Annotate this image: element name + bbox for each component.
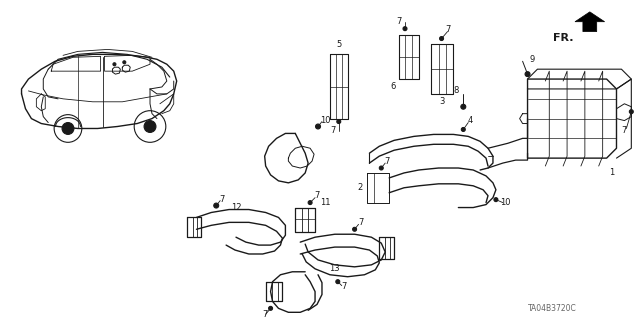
Text: 7: 7 [385, 157, 390, 166]
Text: 2: 2 [357, 183, 362, 192]
Polygon shape [575, 12, 605, 32]
Text: 1: 1 [609, 168, 614, 177]
Circle shape [62, 122, 74, 134]
Text: FR.: FR. [552, 33, 573, 42]
Text: 12: 12 [231, 203, 241, 212]
Circle shape [440, 37, 444, 41]
Circle shape [336, 280, 340, 284]
Circle shape [525, 72, 530, 77]
Circle shape [123, 61, 126, 64]
Text: 7: 7 [314, 191, 320, 200]
Circle shape [308, 201, 312, 204]
Circle shape [461, 104, 466, 109]
Text: 10: 10 [500, 198, 511, 207]
Circle shape [353, 227, 356, 231]
Circle shape [113, 63, 116, 66]
Circle shape [461, 128, 465, 131]
Text: 7: 7 [445, 25, 450, 34]
Text: 3: 3 [439, 97, 444, 106]
Text: 6: 6 [390, 83, 396, 92]
Text: 4: 4 [468, 116, 473, 125]
Text: 8: 8 [454, 86, 459, 95]
Circle shape [144, 121, 156, 132]
Circle shape [269, 306, 273, 310]
Circle shape [380, 166, 383, 170]
Text: 5: 5 [336, 40, 341, 49]
Circle shape [337, 120, 340, 123]
Text: 7: 7 [220, 195, 225, 204]
Text: 9: 9 [530, 55, 535, 64]
Text: 7: 7 [396, 17, 402, 26]
Text: 7: 7 [330, 126, 335, 135]
Circle shape [316, 124, 321, 129]
Text: 10: 10 [320, 116, 330, 125]
Text: 7: 7 [262, 310, 268, 319]
Circle shape [494, 198, 498, 202]
Text: 7: 7 [341, 282, 346, 291]
Text: 7: 7 [358, 218, 364, 227]
Text: TA04B3720C: TA04B3720C [528, 304, 577, 313]
Text: 7: 7 [621, 126, 627, 135]
Text: 13: 13 [330, 264, 340, 273]
Circle shape [214, 203, 219, 208]
Text: 11: 11 [320, 198, 330, 207]
Circle shape [403, 27, 407, 31]
Circle shape [629, 110, 634, 114]
